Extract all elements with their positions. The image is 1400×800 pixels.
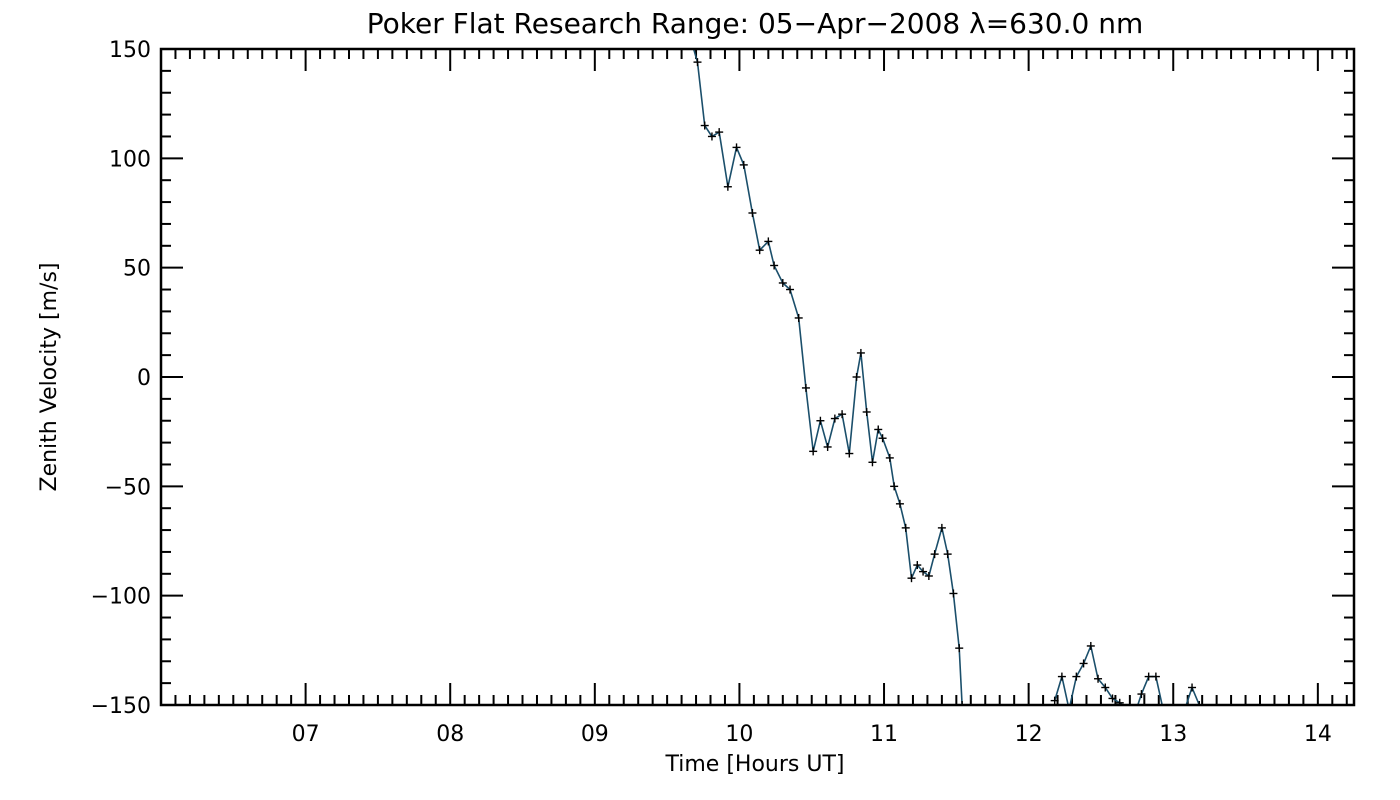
data-point [1072, 672, 1081, 681]
data-point [1115, 698, 1124, 705]
data-point [930, 550, 939, 559]
data-point [958, 701, 967, 705]
data-point [809, 447, 818, 456]
data-point [1137, 690, 1146, 699]
data-point [943, 550, 952, 559]
y-tick-label: 100 [109, 147, 151, 172]
y-axis-label: Zenith Velocity [m/s] [37, 263, 62, 492]
x-tick-label: 11 [870, 722, 898, 747]
data-point [764, 237, 773, 246]
data-point [1151, 672, 1160, 681]
data-point [794, 313, 803, 322]
data-point [937, 523, 946, 532]
data-point [1144, 672, 1153, 681]
data-point [1108, 694, 1117, 703]
data-point [693, 58, 702, 67]
data-point [786, 285, 795, 294]
x-tick-labels: 07 08 09 10 11 12 13 14 [292, 722, 1332, 747]
axis-ticks [160, 48, 1354, 706]
data-point [1065, 705, 1073, 713]
data-point [838, 410, 847, 419]
data-point [913, 561, 922, 570]
y-tick-label: 0 [137, 366, 151, 391]
data-point [816, 416, 825, 425]
data-point [852, 373, 861, 381]
series-line [1053, 643, 1201, 705]
data-point [955, 644, 964, 653]
data-point [723, 182, 732, 191]
data-point [770, 261, 779, 270]
x-tick-label: 12 [1015, 722, 1043, 747]
data-point [700, 121, 709, 130]
y-tick-label: −150 [91, 694, 151, 719]
data-point [1188, 683, 1197, 692]
data-point [949, 589, 958, 598]
data-point [707, 132, 716, 141]
data-point [732, 143, 741, 152]
data-point [907, 574, 916, 583]
plot-frame [159, 47, 1356, 707]
data-point [862, 407, 871, 416]
data-point [778, 278, 787, 287]
markers-layer [693, 58, 1204, 720]
data-point [1174, 712, 1182, 720]
data-point [895, 499, 904, 508]
x-tick-label: 08 [436, 722, 464, 747]
data-point [823, 442, 832, 451]
data-point [901, 523, 910, 532]
data-point [1159, 705, 1167, 713]
data-point [890, 482, 899, 491]
data-point [1195, 701, 1204, 705]
x-tick-label: 13 [1159, 722, 1187, 747]
data-point [878, 434, 887, 443]
data-point [1130, 712, 1138, 720]
data-point [1057, 672, 1066, 681]
data-point [755, 246, 764, 255]
y-tick-labels: 150 100 50 0 −50 −100 −150 [91, 38, 151, 719]
data-point [1181, 705, 1189, 713]
x-tick-label: 07 [292, 722, 320, 747]
data-point [715, 128, 724, 137]
data-point [1101, 683, 1110, 692]
y-tick-label: −50 [105, 475, 151, 500]
data-point [748, 209, 757, 217]
series-layer [692, 49, 1201, 705]
x-tick-label: 10 [725, 722, 753, 747]
x-axis-label: Time [Hours UT] [665, 752, 845, 777]
data-point [739, 160, 748, 169]
y-tick-label: −100 [91, 585, 151, 610]
x-tick-label: 14 [1304, 722, 1332, 747]
series-line [692, 49, 963, 705]
chart-title: Poker Flat Research Range: 05−Apr−2008 λ… [367, 7, 1143, 40]
y-tick-label: 50 [123, 257, 151, 282]
data-point [874, 425, 883, 434]
data-point [1094, 674, 1103, 683]
data-point [856, 348, 865, 357]
data-point [924, 571, 933, 580]
data-point [1123, 705, 1131, 713]
data-point [845, 449, 854, 458]
data-point [830, 414, 839, 423]
y-tick-label: 150 [109, 38, 151, 63]
data-point [1079, 659, 1088, 668]
data-point [919, 567, 928, 576]
data-point [885, 453, 894, 462]
data-point [868, 458, 877, 467]
data-point [1086, 641, 1095, 650]
x-tick-label: 09 [581, 722, 609, 747]
data-point [801, 383, 810, 392]
data-point [1050, 696, 1059, 705]
